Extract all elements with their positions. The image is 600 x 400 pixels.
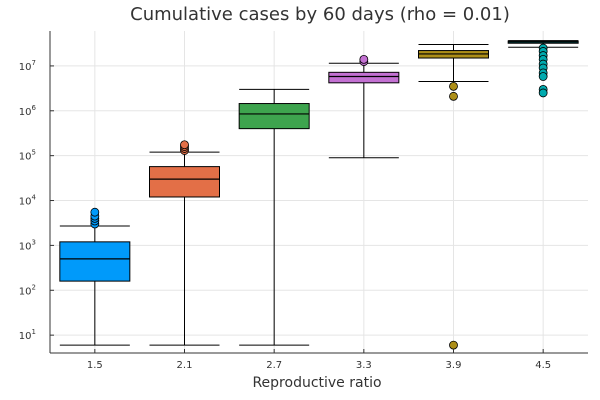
y-tick-label: 101 [19, 328, 36, 342]
grid-lines [50, 31, 588, 353]
x-tick-label: 2.7 [266, 360, 282, 371]
box-group-3.9 [418, 44, 489, 350]
box-iqr [328, 71, 400, 84]
box-group-2.7 [238, 88, 310, 346]
x-tick-label: 3.9 [446, 360, 462, 371]
box-iqr [238, 103, 310, 130]
box-series [59, 40, 579, 350]
outlier-point [359, 54, 369, 64]
y-tick-label: 106 [19, 104, 37, 118]
box-iqr [149, 166, 220, 198]
box-group-3.3 [328, 54, 400, 159]
y-tick-label: 102 [19, 283, 36, 297]
box-group-2.1 [149, 140, 220, 346]
outlier-point [538, 72, 548, 81]
x-tick-label: 1.5 [87, 360, 103, 371]
x-axis-label: Reproductive ratio [252, 375, 381, 391]
y-tick-label: 105 [19, 149, 36, 163]
box-group-1.5 [59, 207, 131, 346]
outlier-point [180, 140, 189, 150]
x-tick-label: 2.1 [177, 360, 193, 371]
box-group-4.5 [507, 40, 579, 98]
outlier-point [90, 207, 100, 217]
outlier-point [449, 340, 458, 350]
chart-title: Cumulative cases by 60 days (rho = 0.01) [130, 4, 510, 25]
outlier-point [538, 88, 548, 98]
outlier-point [449, 91, 458, 101]
x-tick-label: 3.3 [356, 360, 372, 371]
y-tick-label: 103 [19, 238, 36, 252]
axes: 101 102 103 104 105 106 107 1.5 2.1 2.7 3.3 3.9 4.5 [19, 31, 588, 371]
x-tick-label: 4.5 [535, 360, 551, 371]
y-tick-label: 104 [19, 194, 37, 208]
box-iqr [59, 241, 131, 282]
outlier-point [449, 81, 458, 91]
y-tick-label: 107 [19, 59, 36, 73]
